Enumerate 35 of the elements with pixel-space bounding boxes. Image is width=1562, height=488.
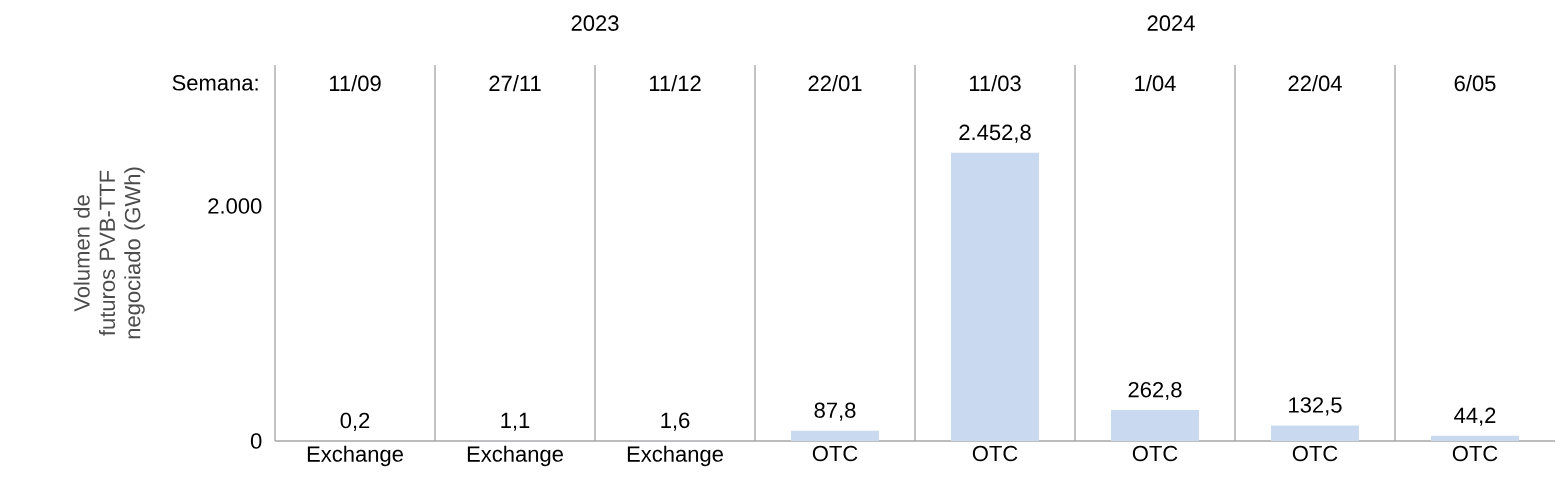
data-label: 262,8 [1128,381,1182,401]
text: 2024 [1147,15,1195,31]
text: 2023 [571,15,619,31]
annotation: 11/12 [649,75,701,92]
data-label: 87,8 [814,402,856,421]
x-tick-label: Exchange [627,445,723,467]
y-axis-title: Volumen de futuros PVB-TTF negociado (GWh) [73,167,145,339]
bar [1111,410,1199,441]
bar [1431,435,1519,441]
x-tick-label: OTC [1132,445,1178,462]
data-label: 1,1 [501,412,530,431]
annotation: 11/09 [329,75,381,92]
bar [791,430,880,441]
annotation: 11/03 [969,75,1021,92]
x-tick-label: Exchange [307,445,403,467]
annotation: 22/04 [1288,75,1342,92]
x-tick-label: OTC [1292,445,1338,462]
text: Semana: [172,75,258,91]
x-tick-label: OTC [1452,445,1498,462]
bar [1271,425,1359,441]
x-tick-label: Exchange [467,445,563,467]
data-label: 132,5 [1289,397,1342,416]
annotation: 27/11 [489,75,541,92]
y-tick-label: 2.000 [208,198,262,214]
data-label: 1,6 [661,412,690,431]
data-label: 2.452,8 [959,124,1031,143]
annotation: 22/01 [808,75,862,92]
data-label: 44,2 [1454,407,1496,426]
annotation: 1/04 [1135,75,1176,92]
x-tick-label: OTC [812,445,858,462]
bar [951,152,1039,441]
data-label: 0,2 [340,412,370,431]
y-tick-label: 0 [250,433,262,449]
annotation: 6/05 [1454,75,1496,92]
x-tick-label: OTC [972,445,1018,462]
